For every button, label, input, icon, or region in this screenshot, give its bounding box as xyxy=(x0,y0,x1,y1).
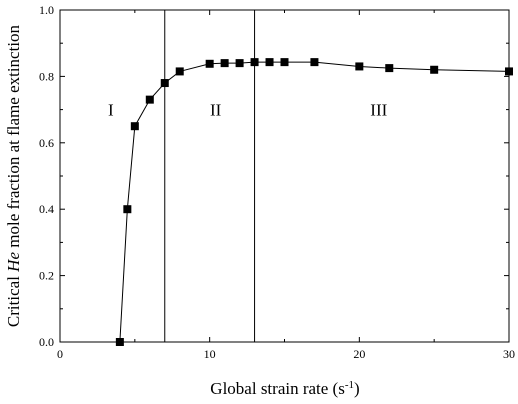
x-tick-label: 20 xyxy=(353,347,365,361)
data-point xyxy=(265,58,274,67)
y-tick-label: 1.0 xyxy=(39,3,54,17)
data-point xyxy=(115,338,124,346)
region-label: II xyxy=(210,101,222,120)
data-point xyxy=(235,59,244,68)
data-point xyxy=(205,59,214,68)
data-point xyxy=(280,58,289,67)
data-point xyxy=(430,65,439,74)
y-tick-label: 0.0 xyxy=(39,335,54,349)
y-tick-label: 0.8 xyxy=(39,69,54,83)
x-axis-title: Global strain rate (s-1) xyxy=(210,379,359,398)
data-point xyxy=(145,95,154,104)
data-point xyxy=(123,205,132,214)
data-point xyxy=(505,67,513,76)
x-tick-label: 10 xyxy=(204,347,216,361)
y-tick-label: 0.4 xyxy=(39,202,54,216)
y-tick-label: 0.6 xyxy=(39,136,54,150)
region-labels: I II III xyxy=(108,101,388,120)
series-line xyxy=(119,61,510,343)
y-axis-title: Critical He mole fraction at flame extin… xyxy=(4,24,23,327)
y-tick-label: 0.2 xyxy=(39,269,54,283)
x-axis-title-superscript: -1 xyxy=(345,379,354,391)
x-axis-title-tail: ) xyxy=(354,379,360,398)
data-point xyxy=(310,58,319,67)
data-point xyxy=(385,64,394,73)
region-label: III xyxy=(370,101,387,120)
series-polyline xyxy=(119,61,510,343)
data-point xyxy=(175,67,184,76)
data-point xyxy=(250,58,259,67)
region-label: I xyxy=(108,101,114,120)
series-markers xyxy=(115,58,513,346)
y-axis-title-species: He xyxy=(4,252,23,273)
data-point xyxy=(130,122,139,131)
x-tick-label: 30 xyxy=(503,347,515,361)
x-axis-ticks: 0 10 20 30 xyxy=(57,10,515,361)
data-point xyxy=(160,79,169,88)
x-tick-label: 0 xyxy=(57,347,63,361)
data-point xyxy=(220,59,229,68)
data-point xyxy=(355,62,364,71)
y-axis-ticks: 0.0 0.2 0.4 0.6 0.8 1.0 xyxy=(39,3,509,349)
